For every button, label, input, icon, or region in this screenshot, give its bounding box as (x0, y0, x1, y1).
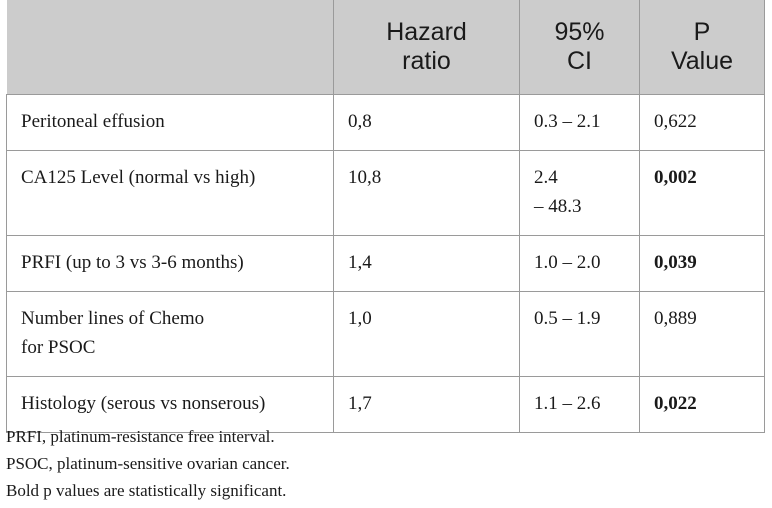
cell-ci: 2.4 – 48.3 (519, 150, 640, 236)
footnote-bold-significance: Bold p values are statistically signific… (6, 481, 287, 500)
table-row: CA125 Level (normal vs high) 10,8 2.4 – … (6, 150, 765, 236)
table-header-row: Hazard ratio 95% CI P Value (6, 0, 765, 95)
cell-p-value: 0,002 (639, 150, 765, 236)
cell-hazard-ratio: 10,8 (333, 150, 520, 236)
cell-p-value: 0,039 (639, 235, 765, 292)
cell-variable: Number lines of Chemo for PSOC (6, 291, 334, 377)
hazard-ratio-table-container: Hazard ratio 95% CI P Value Peritoneal e… (6, 0, 765, 433)
cell-p-value: 0,889 (639, 291, 765, 377)
cell-variable: Peritoneal effusion (6, 94, 334, 151)
footnote-psoc: PSOC, platinum-sensitive ovarian cancer. (6, 454, 290, 473)
table-row: PRFI (up to 3 vs 3-6 months) 1,4 1.0 – 2… (6, 235, 765, 292)
cell-hazard-ratio: 1,4 (333, 235, 520, 292)
table-footnotes: PRFI, platinum-resistance free interval.… (6, 423, 290, 504)
cell-hazard-ratio: 1,7 (333, 376, 520, 433)
table-row: Number lines of Chemo for PSOC 1,0 0.5 –… (6, 291, 765, 377)
cell-variable: PRFI (up to 3 vs 3-6 months) (6, 235, 334, 292)
header-p-value: P Value (639, 0, 765, 95)
cell-ci: 1.1 – 2.6 (519, 376, 640, 433)
table-row: Histology (serous vs nonserous) 1,7 1.1 … (6, 376, 765, 433)
cell-ci: 0.5 – 1.9 (519, 291, 640, 377)
cell-variable: Histology (serous vs nonserous) (6, 376, 334, 433)
cell-p-value: 0,622 (639, 94, 765, 151)
table-row: Peritoneal effusion 0,8 0.3 – 2.1 0,622 (6, 94, 765, 151)
hazard-ratio-table: Hazard ratio 95% CI P Value Peritoneal e… (6, 0, 765, 433)
cell-ci: 1.0 – 2.0 (519, 235, 640, 292)
cell-hazard-ratio: 1,0 (333, 291, 520, 377)
header-hazard-ratio: Hazard ratio (333, 0, 520, 95)
cell-ci: 0.3 – 2.1 (519, 94, 640, 151)
cell-variable: CA125 Level (normal vs high) (6, 150, 334, 236)
footnote-prfi: PRFI, platinum-resistance free interval. (6, 427, 275, 446)
cell-p-value: 0,022 (639, 376, 765, 433)
header-95-ci: 95% CI (519, 0, 640, 95)
cell-hazard-ratio: 0,8 (333, 94, 520, 151)
header-variable (6, 0, 334, 95)
